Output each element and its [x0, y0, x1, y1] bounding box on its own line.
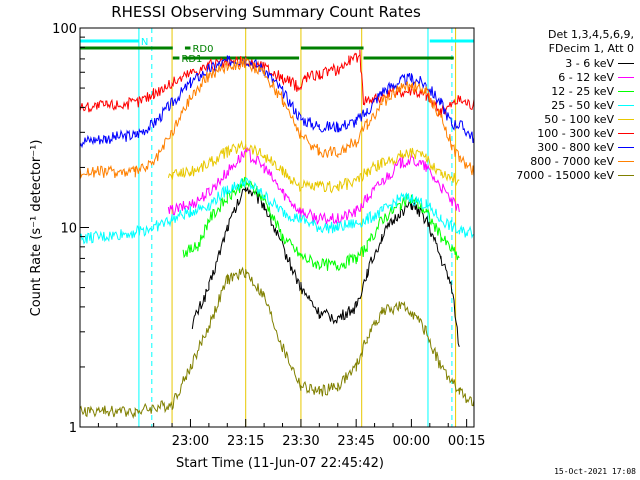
legend-entry-label: 3 - 6 keV	[565, 57, 614, 70]
y-axis-label: Count Rate (s⁻¹ detector⁻¹)	[29, 140, 44, 317]
legend-entry: 7000 - 15000 keV	[464, 168, 634, 182]
legend-entry-swatch	[618, 133, 634, 134]
legend-entry-swatch	[618, 77, 634, 78]
legend: Det 1,3,4,5,6,9, FDecim 1, Att 0 3 - 6 k…	[464, 28, 634, 182]
legend-header-line-2: FDecim 1, Att 0	[464, 42, 634, 56]
legend-entry-label: 6 - 12 keV	[558, 71, 614, 84]
legend-header-line-1: Det 1,3,4,5,6,9,	[464, 28, 634, 42]
x-tick-label-5: 00:15	[448, 434, 485, 449]
series-line-4	[168, 142, 459, 193]
legend-entry-label: 800 - 7000 keV	[530, 155, 614, 168]
legend-entry-swatch	[618, 147, 634, 148]
chart-title: RHESSI Observing Summary Count Rates	[111, 3, 421, 21]
series-line-0	[192, 187, 459, 346]
x-tick-label-1: 23:15	[227, 434, 264, 449]
legend-entry-label: 12 - 25 keV	[551, 85, 614, 98]
x-tick-label-0: 23:00	[172, 434, 209, 449]
legend-entry: 25 - 50 keV	[464, 98, 634, 112]
legend-entry-label: 300 - 800 keV	[537, 141, 614, 154]
x-tick-label-2: 23:30	[282, 434, 319, 449]
legend-entry-swatch	[618, 161, 634, 162]
legend-entry: 3 - 6 keV	[464, 56, 634, 70]
legend-entry-swatch	[618, 119, 634, 120]
legend-entry: 300 - 800 keV	[464, 140, 634, 154]
legend-entry-swatch	[618, 63, 634, 64]
legend-entry-label: 7000 - 15000 keV	[516, 169, 614, 182]
legend-entry: 6 - 12 keV	[464, 70, 634, 84]
legend-entry-label: 50 - 100 keV	[544, 113, 614, 126]
x-tick-label-3: 23:45	[337, 434, 374, 449]
flag-label-0: N	[141, 37, 148, 48]
plot-timestamp: 15-Oct-2021 17:08	[554, 467, 636, 476]
x-tick-label-4: 00:00	[393, 434, 430, 449]
legend-entry-swatch	[618, 175, 634, 176]
legend-entry: 12 - 25 keV	[464, 84, 634, 98]
legend-entry-swatch	[618, 105, 634, 106]
legend-entry: 800 - 7000 keV	[464, 154, 634, 168]
legend-entry: 50 - 100 keV	[464, 112, 634, 126]
legend-entry: 100 - 300 keV	[464, 126, 634, 140]
legend-entry-swatch	[618, 91, 634, 92]
y-tick-label-0: 1	[69, 421, 77, 436]
y-tick-label-2: 100	[52, 22, 77, 37]
legend-entry-label: 25 - 50 keV	[551, 99, 614, 112]
x-axis-label: Start Time (11-Jun-07 22:45:42)	[176, 456, 384, 471]
y-tick-label-1: 10	[60, 222, 77, 237]
legend-entry-label: 100 - 300 keV	[537, 127, 614, 140]
